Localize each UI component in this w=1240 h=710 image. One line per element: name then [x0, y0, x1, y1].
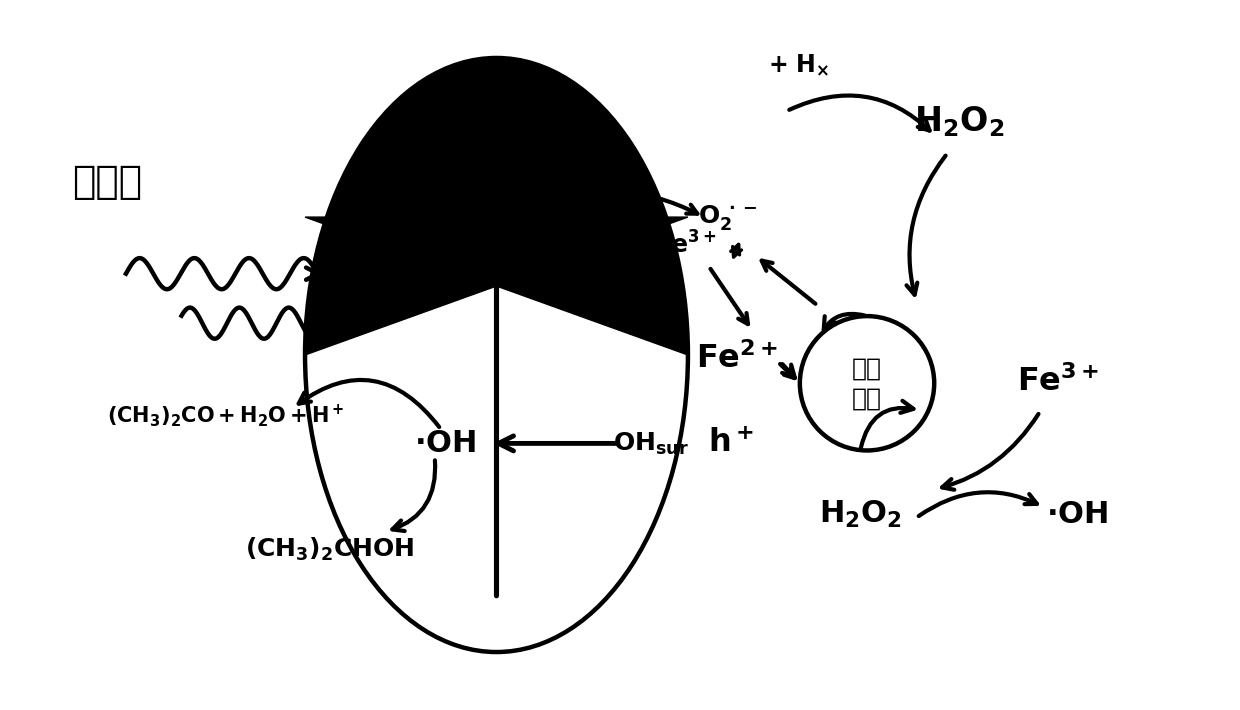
Text: $\mathbf{Fe^{3+}}$: $\mathbf{Fe^{3+}}$: [655, 231, 715, 259]
Text: $\mathbf{\cdot OH}$: $\mathbf{\cdot OH}$: [1045, 500, 1109, 529]
Text: $\mathbf{Fe^{3+}}$: $\mathbf{Fe^{3+}}$: [1017, 365, 1100, 398]
Text: $\mathbf{Fe^{2+}}$: $\mathbf{Fe^{2+}}$: [696, 342, 779, 375]
Text: 固气
界面: 固气 界面: [852, 356, 882, 410]
Text: $\mathbf{\cdot OH}$: $\mathbf{\cdot OH}$: [413, 429, 476, 458]
Ellipse shape: [305, 58, 688, 652]
Text: $\mathbf{(CH_3)_2CO+H_2O+H^+}$: $\mathbf{(CH_3)_2CO+H_2O+H^+}$: [108, 402, 345, 429]
Text: $\mathbf{OH_{sur}}$: $\mathbf{OH_{sur}}$: [613, 430, 689, 457]
Text: $\mathbf{h^+}$: $\mathbf{h^+}$: [708, 428, 754, 459]
Text: $\mathbf{(CH_3)_2CHOH}$: $\mathbf{(CH_3)_2CHOH}$: [246, 536, 414, 563]
Text: 可见光: 可见光: [72, 163, 143, 201]
Text: $\mathbf{O_2^{\ \bullet -}}$: $\mathbf{O_2^{\ \bullet -}}$: [698, 202, 756, 231]
Text: $\mathbf{H_2O_2}$: $\mathbf{H_2O_2}$: [914, 104, 1004, 139]
Polygon shape: [305, 58, 688, 355]
Text: $\mathbf{+\ H_{\times}}$: $\mathbf{+\ H_{\times}}$: [769, 53, 830, 78]
Circle shape: [800, 316, 934, 450]
Text: $\mathbf{H_2O_2}$: $\mathbf{H_2O_2}$: [820, 498, 903, 530]
